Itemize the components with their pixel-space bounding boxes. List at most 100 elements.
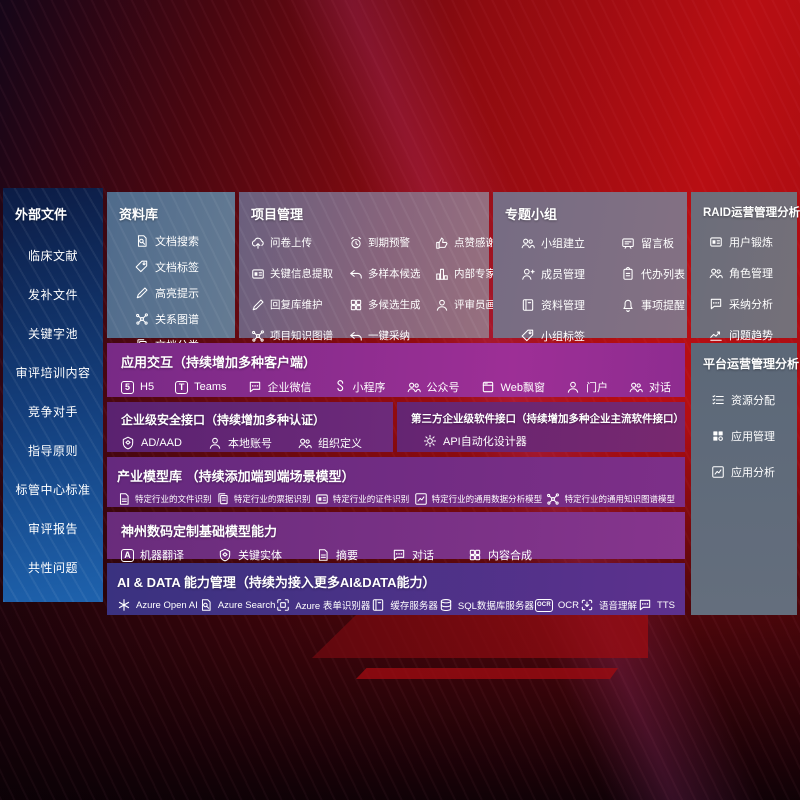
doc-search-item[interactable]: 文档搜索: [135, 233, 235, 249]
api-designer-item[interactable]: API自动化设计器: [423, 433, 527, 449]
multi-candidate-item[interactable]: 多候选生成: [349, 297, 433, 312]
item-label: 多候选生成: [368, 299, 421, 311]
panel-title: 专题小组: [505, 207, 558, 222]
file-recognize-icon: [117, 492, 131, 506]
dialog-item[interactable]: 对话: [392, 547, 434, 563]
platform-list: 资源分配应用管理应用分析: [711, 392, 797, 480]
form-recognizer-item[interactable]: Azure 表单识别器: [276, 598, 370, 612]
portal-item[interactable]: 门户: [566, 379, 608, 395]
sidebar-item[interactable]: 竞争对手: [7, 403, 99, 420]
message-board-item[interactable]: 留言板: [621, 235, 687, 251]
todo-list-item[interactable]: 代办列表: [621, 266, 687, 282]
org-define-item[interactable]: 组织定义: [298, 435, 362, 451]
summary-item[interactable]: 摘要: [316, 547, 358, 563]
content-synthesis-item[interactable]: 内容合成: [468, 547, 532, 563]
teams-icon: T: [175, 380, 189, 394]
industry-model-bar: 产业模型库 （持续添加端到端场景模型） 特定行业的文件识别 特定行业的票据识别 特定…: [107, 457, 685, 507]
miniprogram-icon: [333, 380, 347, 394]
resource-list-item[interactable]: 资源分配: [711, 392, 797, 408]
item-label: 点赞感谢: [454, 237, 496, 249]
relation-graph-item[interactable]: 关系图谱: [135, 311, 235, 327]
cache-server-item[interactable]: 缓存服务器: [371, 598, 438, 612]
org-define-icon: [298, 436, 312, 450]
kg-model-item[interactable]: 特定行业的通用知识图谱模型: [546, 492, 675, 506]
item-label: 关键实体: [238, 550, 282, 562]
panel-title: 外部文件: [15, 207, 68, 222]
sidebar-item[interactable]: 审评报告: [7, 520, 99, 537]
item-label: 关键信息提取: [270, 268, 333, 280]
sql-server-icon: [439, 598, 453, 612]
material-manage-item[interactable]: 资料管理: [521, 297, 617, 313]
item-label: 小程序: [352, 382, 386, 394]
sidebar-item[interactable]: 指导原则: [7, 442, 99, 459]
local-account-item[interactable]: 本地账号: [208, 435, 272, 451]
info-extract-item[interactable]: 关键信息提取: [251, 266, 347, 281]
ocr-icon: OCR: [534, 598, 553, 612]
thumbs-up-item[interactable]: 点赞感谢: [435, 235, 517, 250]
bar-title: 应用交互（持续增加多种客户端）: [121, 355, 317, 370]
azure-openai-item[interactable]: Azure Open AI: [117, 598, 198, 612]
bar-title: AI & DATA 能力管理（持续为接入更多AI&DATA能力）: [117, 575, 436, 590]
sidebar-item[interactable]: 关键字池: [7, 325, 99, 342]
multi-sample-item[interactable]: 多样本候选: [349, 266, 433, 281]
file-recognize-item[interactable]: 特定行业的文件识别: [117, 492, 212, 506]
item-label: 语音理解: [599, 601, 638, 612]
ocr-item[interactable]: OCR OCR: [534, 598, 579, 612]
one-click-adopt-item[interactable]: 一键采纳: [349, 328, 433, 343]
official-account-item[interactable]: 公众号: [407, 379, 460, 395]
data-model-item[interactable]: 特定行业的通用数据分析模型: [414, 492, 543, 506]
adoption-analysis-item[interactable]: 采纳分析: [709, 296, 797, 312]
app-grid-item[interactable]: 应用管理: [711, 428, 797, 444]
group-tag-icon: [521, 329, 535, 343]
item-label: 本地账号: [227, 438, 272, 450]
certificate-recognize-item[interactable]: 特定行业的证件识别: [315, 492, 409, 506]
invoice-recognize-item[interactable]: 特定行业的票据识别: [216, 492, 310, 506]
group-create-item[interactable]: 小组建立: [521, 235, 617, 251]
doc-tag-item[interactable]: 文档标签: [135, 259, 235, 275]
reminder-bell-item[interactable]: 事项提醒: [621, 297, 687, 313]
web-popup-item[interactable]: Web飘窗: [481, 379, 545, 395]
tts-item[interactable]: TTS: [638, 598, 675, 612]
app-analysis-item[interactable]: 应用分析: [711, 464, 797, 480]
sidebar-item[interactable]: 标管中心标准: [7, 481, 99, 498]
teams-item[interactable]: T Teams: [175, 380, 226, 394]
item-label: OCR: [557, 599, 579, 611]
message-board-icon: [621, 236, 635, 250]
member-manage-item[interactable]: 成员管理: [521, 266, 617, 282]
ai-data-capability-bar: AI & DATA 能力管理（持续为接入更多AI&DATA能力） Azure O…: [107, 563, 685, 615]
dialog-item[interactable]: 对话: [629, 379, 671, 395]
sidebar-item[interactable]: 发补文件: [7, 286, 99, 303]
speech-item[interactable]: 语音理解: [580, 598, 637, 612]
item-label: 共性问题: [27, 561, 78, 575]
item-label: 内容合成: [488, 550, 532, 562]
issue-trend-item[interactable]: 问题趋势: [709, 327, 797, 343]
user-card-item[interactable]: 用户锻炼: [709, 234, 797, 250]
ad-aad-item[interactable]: AD/AAD: [121, 436, 182, 450]
html5-item[interactable]: 5 H5: [121, 380, 154, 394]
translate-item[interactable]: A 机器翻译: [121, 547, 184, 563]
key-entity-item[interactable]: 关键实体: [218, 547, 282, 563]
azure-search-item[interactable]: Azure Search: [199, 598, 275, 612]
sql-server-item[interactable]: SQL数据库服务器: [439, 598, 534, 612]
sidebar-item[interactable]: 审评培训内容: [7, 364, 99, 381]
form-recognizer-icon: [276, 598, 290, 612]
role-manage-item[interactable]: 角色管理: [709, 265, 797, 281]
item-label: 特定行业的通用数据分析模型: [431, 494, 543, 504]
doc-search-icon: [135, 234, 149, 248]
member-manage-icon: [521, 267, 535, 281]
group-tag-item[interactable]: 小组标签: [521, 328, 617, 344]
cloud-upload-item[interactable]: 问卷上传: [251, 235, 347, 250]
alarm-warning-item[interactable]: 到期预警: [349, 235, 433, 250]
reply-maintain-item[interactable]: 回复库维护: [251, 297, 347, 312]
sidebar-item[interactable]: 共性问题: [7, 559, 99, 576]
alarm-warning-icon: [349, 236, 363, 250]
sidebar-item[interactable]: 临床文献: [7, 247, 99, 264]
project-management-panel: 项目管理 问卷上传 到期预警 点赞感谢 关键信息提取 多样本候选 内部专家排名 回复库维护多…: [239, 192, 517, 342]
item-label: 机器翻译: [140, 550, 184, 562]
material-manage-icon: [521, 298, 535, 312]
miniprogram-item[interactable]: 小程序: [333, 379, 386, 395]
highlighter-item[interactable]: 高亮提示: [135, 285, 235, 301]
knowledge-graph-item[interactable]: 项目知识图谱: [251, 328, 347, 343]
aidata-items: Azure Open AI Azure Search Azure 表单识别器 缓存服务…: [117, 598, 675, 612]
wechat-work-item[interactable]: 企业微信: [248, 379, 312, 395]
